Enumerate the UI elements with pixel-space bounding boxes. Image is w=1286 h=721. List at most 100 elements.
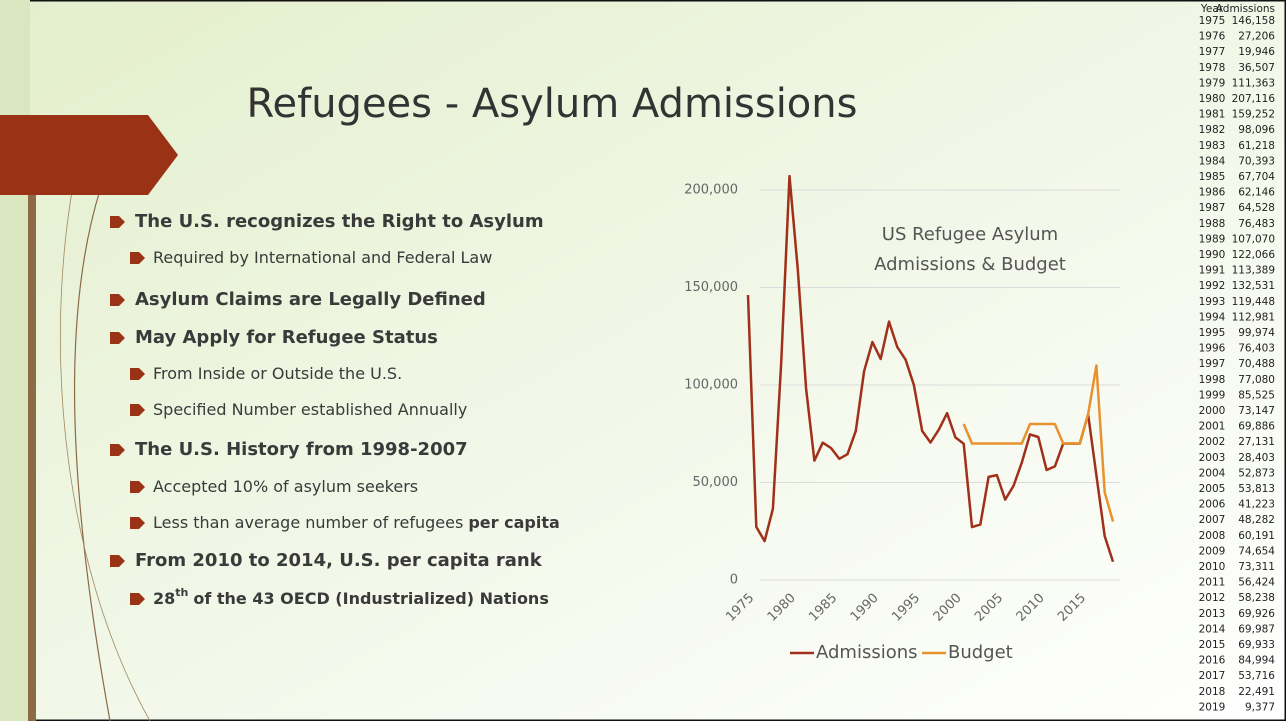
table-value: 48,282 [1238,514,1275,526]
table-value: 107,070 [1232,233,1275,245]
table-year: 2013 [1199,608,1226,620]
table-year: 1998 [1199,374,1226,386]
table-value: 113,389 [1232,265,1275,277]
bullet-text: The U.S. History from 1998-2007 [135,439,468,460]
table-year: 1993 [1199,296,1226,308]
slide-title: Refugees - Asylum Admissions [247,81,858,127]
bullet-text: From 2010 to 2014, U.S. per capita rank [135,550,543,571]
table-value: 119,448 [1232,296,1275,308]
bullet-text: 28th of the 43 OECD (Industrialized) Nati… [153,586,549,608]
table-year: 1995 [1199,327,1226,339]
table-year: 1987 [1199,202,1226,214]
bullet-emphasis: per capita [468,513,559,532]
ordinal-suffix: th [175,586,188,599]
table-year: 2007 [1199,514,1226,526]
bullet-arrow [130,517,145,529]
table-year: 2002 [1199,436,1226,448]
table-value: 132,531 [1232,280,1275,292]
bullet-text: The U.S. recognizes the Right to Asylum [135,211,544,232]
table-value: 61,218 [1238,140,1275,152]
table-year: 1984 [1199,155,1226,167]
table-value: 27,206 [1238,31,1275,43]
table-year: 1989 [1199,233,1226,245]
table-year: 2018 [1199,686,1226,698]
table-year: 2011 [1199,577,1226,589]
table-value: 112,981 [1232,311,1275,323]
table-value: 22,491 [1238,686,1275,698]
table-year: 1986 [1199,187,1226,199]
table-year: 2012 [1199,592,1226,604]
ordinal: 28 [153,589,175,608]
bullet-arrow [110,555,125,567]
data-table: Year Admissions 1975 146,158 1976 27,206 197… [1199,3,1276,713]
decor-curve [73,189,111,721]
table-year: 2001 [1199,421,1226,433]
table-value: 62,146 [1238,187,1275,199]
table-value: 64,528 [1238,202,1275,214]
bullet-run: The U.S. History from 1998-2007 [135,439,468,460]
table-year: 1978 [1199,62,1226,74]
table-value: 9,377 [1245,701,1275,713]
table-year: 2003 [1199,452,1226,464]
table-value: 99,974 [1238,327,1275,339]
y-tick-label: 150,000 [684,280,738,295]
bullet-arrow [130,404,145,416]
table-value: 84,994 [1238,655,1275,667]
table-year: 1994 [1199,311,1226,323]
title-arrow [0,115,178,195]
table-value: 60,191 [1238,530,1275,542]
table-value: 69,886 [1238,421,1275,433]
table-value: 69,933 [1238,639,1275,651]
table-year: 1979 [1199,77,1226,89]
table-value: 207,116 [1232,93,1276,105]
table-value: 77,080 [1238,374,1275,386]
bullet-run: The U.S. recognizes the Right to Asylum [135,211,544,232]
table-year: 1985 [1199,171,1226,183]
bullet-arrow [130,481,145,493]
table-value: 85,525 [1238,389,1275,401]
bullet-run: Required by International and Federal La… [153,248,492,267]
y-tick-label: 200,000 [684,183,738,198]
table-value: 36,507 [1238,62,1275,74]
table-year: 2000 [1199,405,1226,417]
table-year: 1980 [1199,93,1226,105]
bullet-text: Asylum Claims are Legally Defined [135,289,486,310]
table-value: 76,483 [1238,218,1275,230]
table-header: Admissions [1216,3,1275,15]
table-value: 58,238 [1238,592,1275,604]
y-tick-label: 50,000 [693,475,739,490]
table-value: 69,987 [1238,623,1275,635]
bullet-text: May Apply for Refugee Status [135,327,438,348]
bullet-arrow [130,252,145,264]
legend-label: Budget [948,642,1013,663]
table-year: 2006 [1199,499,1226,511]
table-year: 2010 [1199,561,1226,573]
table-value: 67,704 [1238,171,1275,183]
table-value: 69,926 [1238,608,1275,620]
table-value: 98,096 [1238,124,1275,136]
table-year: 1999 [1199,389,1226,401]
table-value: 111,363 [1232,77,1275,89]
table-value: 73,311 [1238,561,1275,573]
bullet-text: Required by International and Federal La… [153,248,492,267]
table-year: 1975 [1199,15,1226,27]
chart-title: US Refugee Asylum Admissions & Budget [874,224,1066,275]
table-value: 76,403 [1238,343,1275,355]
table-year: 1992 [1199,280,1226,292]
bullet-run: May Apply for Refugee Status [135,327,438,348]
bullet-arrow [110,216,125,228]
bullet-run: From 2010 to 2014, U.S. per capita rank [135,550,543,571]
table-year: 1981 [1199,109,1226,121]
table-value: 41,223 [1238,499,1275,511]
bullet-text: Less than average number of refugees per … [153,513,560,532]
table-value: 52,873 [1238,467,1275,479]
table-year: 1988 [1199,218,1226,230]
table-value: 53,716 [1238,670,1275,682]
table-value: 122,066 [1232,249,1276,261]
y-tick-label: 100,000 [684,378,738,393]
table-year: 1991 [1199,265,1226,277]
table-value: 28,403 [1238,452,1275,464]
bullets: The U.S. recognizes the Right to Asylum R… [110,211,560,608]
